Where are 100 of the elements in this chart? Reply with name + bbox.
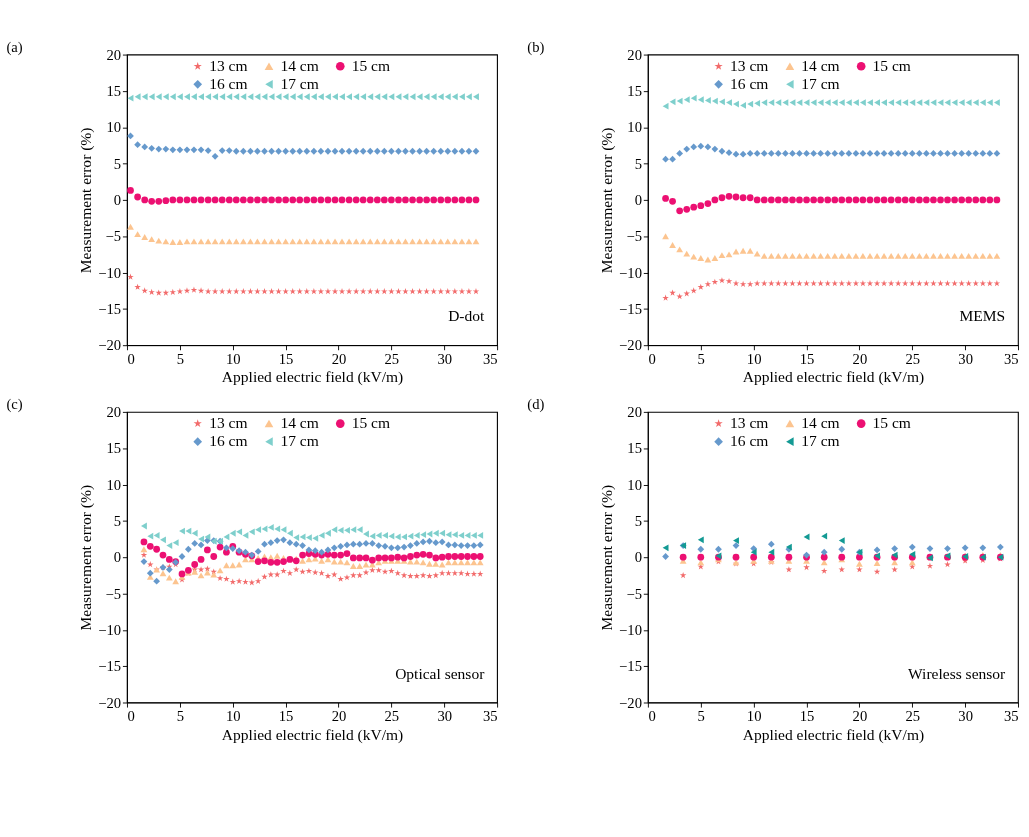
y-tick-label: 10 xyxy=(627,476,642,493)
x-axis-title: Applied electric field (kV/m) xyxy=(221,725,404,744)
y-tick-label: 15 xyxy=(106,82,122,99)
y-tick-label: −5 xyxy=(105,228,122,245)
legend-label: 15 cm xyxy=(351,56,391,74)
x-tick-label: 5 xyxy=(176,350,185,367)
x-tick-label: 35 xyxy=(482,708,498,725)
y-tick-label: −15 xyxy=(619,658,642,675)
x-tick-label: 25 xyxy=(905,708,921,725)
chart-title: (d) xyxy=(527,396,545,414)
x-tick-label: 20 xyxy=(331,708,347,725)
y-tick-label: −15 xyxy=(98,658,122,675)
y-axis-title: Measurement error (%) xyxy=(597,484,616,631)
legend-label: 14 cm xyxy=(280,414,319,432)
legend-label: 13 cm xyxy=(730,56,769,74)
y-tick-label: 20 xyxy=(627,46,642,63)
annotation: MEMS xyxy=(959,307,1006,325)
x-tick-label: 35 xyxy=(482,350,498,367)
y-axis-title: Measurement error (%) xyxy=(76,127,95,274)
y-tick-label: −5 xyxy=(626,585,642,602)
x-axis-title: Applied electric field (kV/m) xyxy=(221,368,404,387)
x-tick-label: 0 xyxy=(648,708,656,725)
y-tick-label: −10 xyxy=(98,621,122,638)
x-tick-label: 30 xyxy=(958,350,973,367)
legend-label: 15 cm xyxy=(351,414,391,432)
legend-label: 17 cm xyxy=(801,74,840,92)
legend-label: 16 cm xyxy=(730,432,769,450)
y-tick-label: 5 xyxy=(113,512,122,529)
y-tick-label: 5 xyxy=(634,512,642,529)
y-tick-label: −15 xyxy=(98,300,122,317)
legend-label: 14 cm xyxy=(801,414,840,432)
legend-label: 13 cm xyxy=(730,414,769,432)
x-tick-label: 5 xyxy=(697,350,705,367)
legend-label: 17 cm xyxy=(801,432,840,450)
x-tick-label: 5 xyxy=(176,708,185,725)
y-tick-label: −20 xyxy=(98,694,122,711)
y-tick-label: −20 xyxy=(619,337,642,354)
y-tick-label: 15 xyxy=(627,82,642,99)
x-axis-title: Applied electric field (kV/m) xyxy=(742,725,925,744)
x-tick-label: 0 xyxy=(127,350,135,367)
x-tick-label: 10 xyxy=(225,708,241,725)
x-tick-label: 15 xyxy=(799,708,815,725)
x-tick-label: 20 xyxy=(852,350,868,367)
x-tick-label: 30 xyxy=(437,708,453,725)
y-tick-label: −20 xyxy=(619,694,642,711)
annotation: Optical sensor xyxy=(395,664,486,682)
x-axis-title: Applied electric field (kV/m) xyxy=(742,368,925,387)
legend-label: 17 cm xyxy=(280,432,319,450)
x-tick-label: 15 xyxy=(278,350,294,367)
x-tick-label: 35 xyxy=(1003,350,1019,367)
chart-title: (b) xyxy=(527,38,545,56)
y-tick-label: 15 xyxy=(627,440,642,457)
y-tick-label: 10 xyxy=(106,476,122,493)
y-tick-label: −10 xyxy=(619,621,642,638)
x-tick-label: 0 xyxy=(648,350,656,367)
y-axis-title: Measurement error (%) xyxy=(76,484,95,631)
chart-title: (c) xyxy=(6,396,23,414)
y-tick-label: 20 xyxy=(106,403,122,420)
x-tick-label: 25 xyxy=(905,350,921,367)
y-tick-label: −20 xyxy=(98,337,122,354)
y-tick-label: −5 xyxy=(105,585,122,602)
legend-label: 14 cm xyxy=(280,56,319,74)
x-tick-label: 25 xyxy=(384,350,400,367)
legend-label: 15 cm xyxy=(872,414,911,432)
x-tick-label: 10 xyxy=(746,708,762,725)
chart-title: (a) xyxy=(6,38,23,56)
legend-label: 16 cm xyxy=(730,74,769,92)
x-tick-label: 10 xyxy=(225,350,241,367)
y-tick-label: −5 xyxy=(626,228,642,245)
y-axis-title: Measurement error (%) xyxy=(597,127,616,274)
legend-label: 13 cm xyxy=(209,56,248,74)
y-tick-label: 20 xyxy=(106,46,122,63)
y-tick-label: 5 xyxy=(113,155,122,172)
x-tick-label: 20 xyxy=(331,350,347,367)
y-tick-label: 0 xyxy=(113,549,122,566)
y-tick-label: 10 xyxy=(627,119,642,136)
legend-label: 13 cm xyxy=(209,414,248,432)
y-tick-label: −10 xyxy=(98,264,122,281)
y-tick-label: 20 xyxy=(627,403,642,420)
y-tick-label: 15 xyxy=(106,440,122,457)
x-tick-label: 20 xyxy=(852,708,868,725)
legend-label: 15 cm xyxy=(872,56,911,74)
x-tick-label: 0 xyxy=(127,708,135,725)
x-tick-label: 5 xyxy=(697,708,705,725)
y-tick-label: 5 xyxy=(634,155,642,172)
y-tick-label: −10 xyxy=(619,264,642,281)
x-tick-label: 15 xyxy=(278,708,294,725)
y-tick-label: 0 xyxy=(634,549,642,566)
y-tick-label: 10 xyxy=(106,119,122,136)
y-tick-label: 0 xyxy=(113,191,122,208)
x-tick-label: 30 xyxy=(437,350,453,367)
legend-label: 16 cm xyxy=(209,74,248,92)
annotation: D-dot xyxy=(448,307,486,325)
y-tick-label: 0 xyxy=(634,191,642,208)
legend-label: 14 cm xyxy=(801,56,840,74)
legend-label: 17 cm xyxy=(280,74,319,92)
legend-label: 16 cm xyxy=(209,432,248,450)
x-tick-label: 35 xyxy=(1003,708,1019,725)
x-tick-label: 10 xyxy=(746,350,762,367)
y-tick-label: −15 xyxy=(619,300,642,317)
